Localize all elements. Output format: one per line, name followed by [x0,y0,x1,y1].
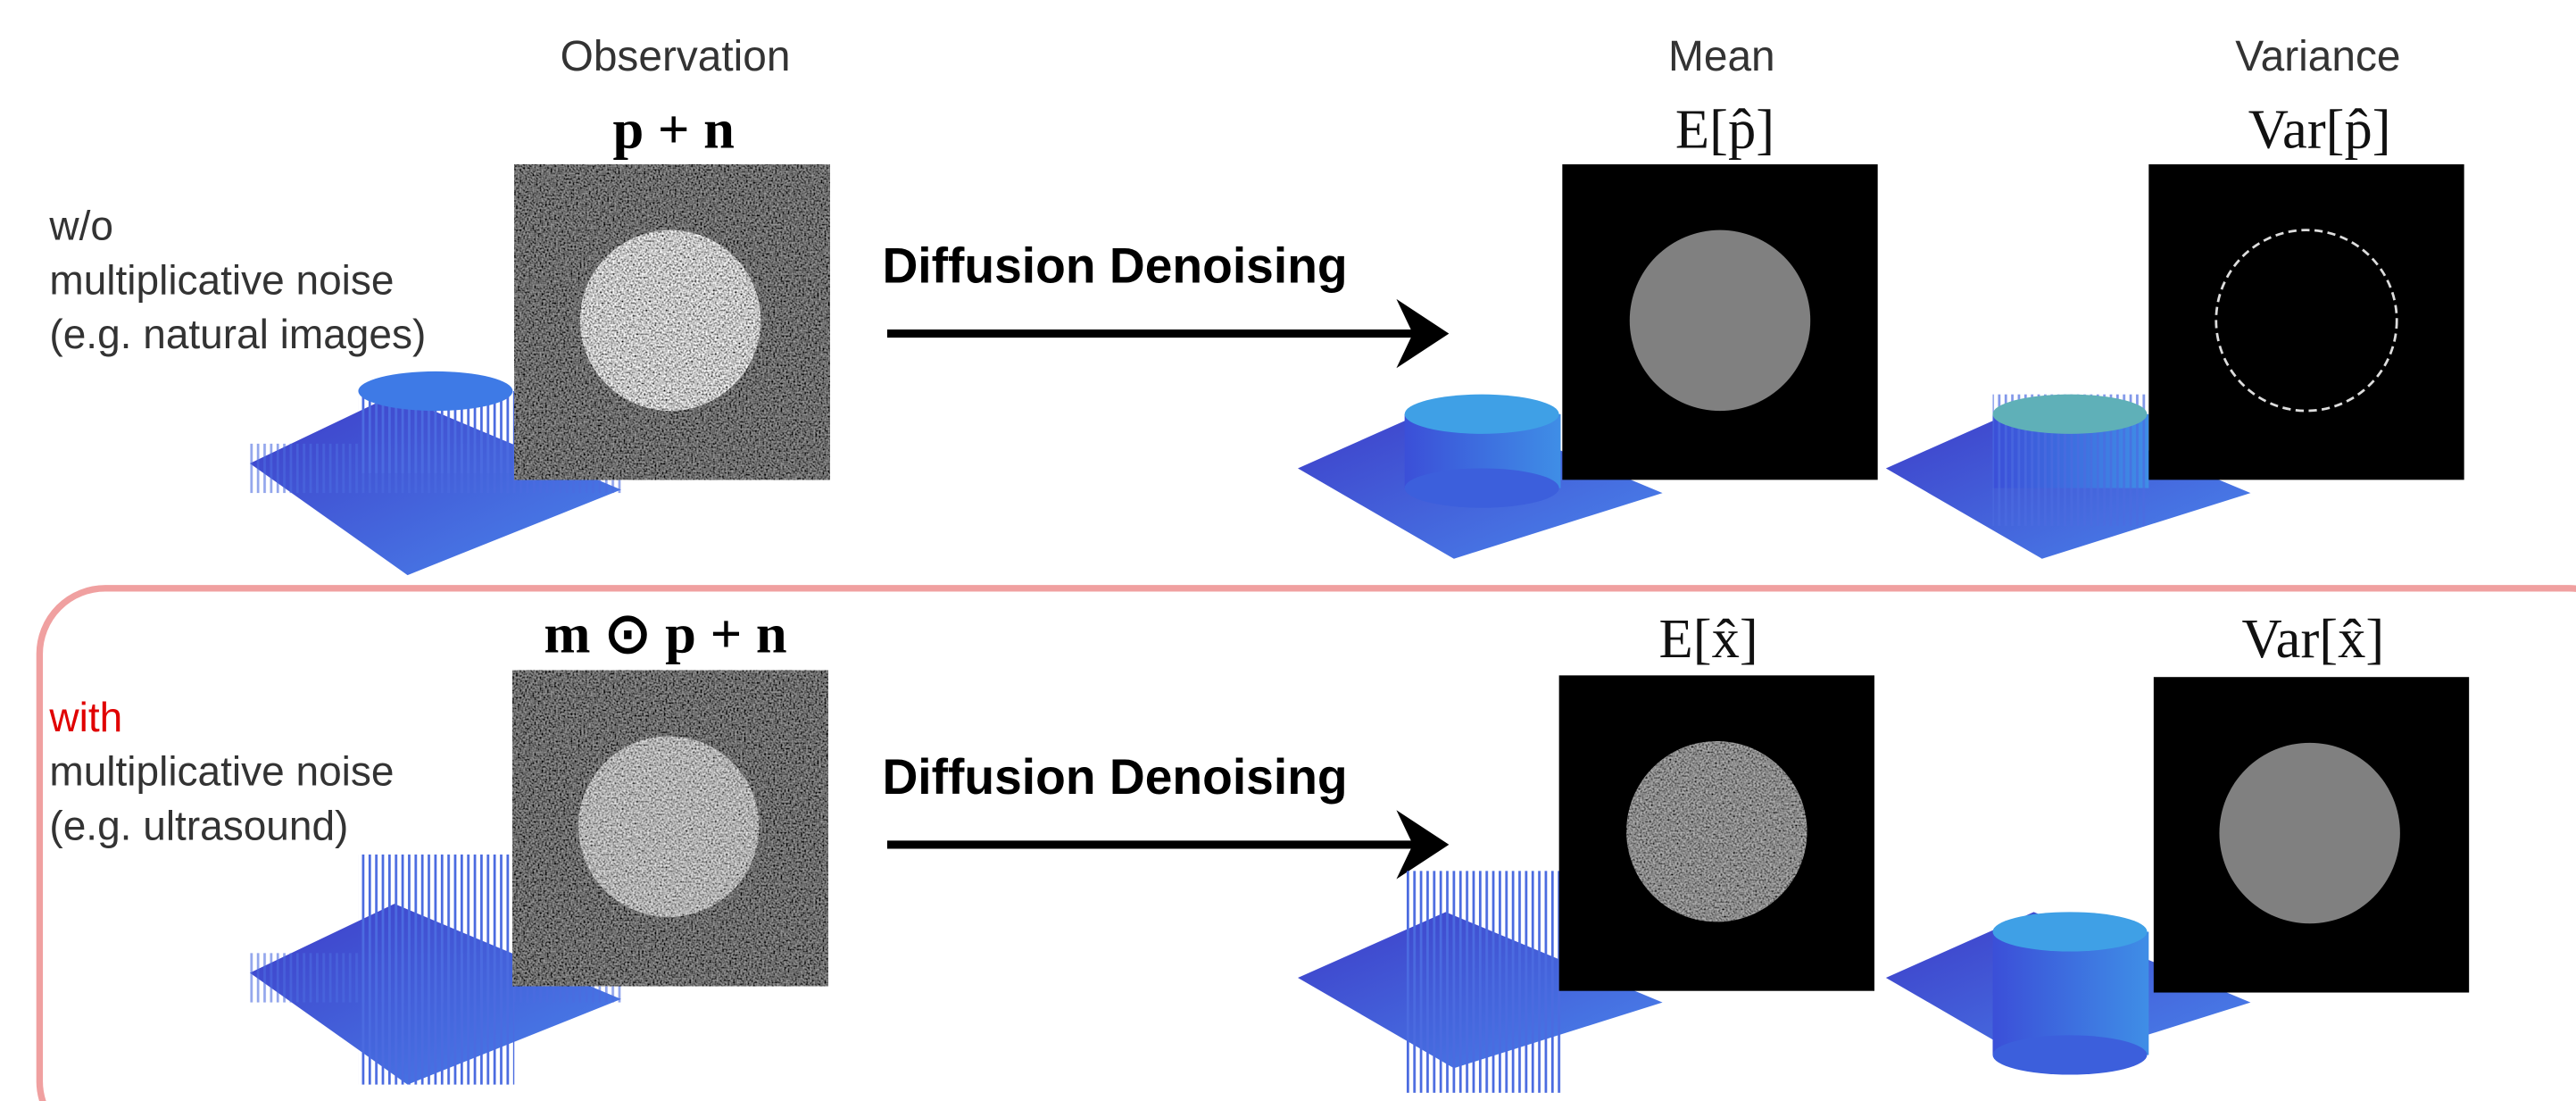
row-label: (e.g. ultrasound) [49,802,348,848]
row-label: w/o [48,203,113,249]
arrow [887,299,1449,368]
column-title: Observation [561,33,791,80]
formula: E[x̂] [1659,607,1758,670]
noisy-disk [580,230,760,411]
figure: Observation Mean Variance w/o multiplica… [0,0,2576,1101]
noisy-disk [578,736,759,916]
row-label: (e.g. natural images) [49,311,426,357]
noisy-disk [1626,741,1807,922]
process-label: Diffusion Denoising [882,749,1347,805]
row-label: multiplicative noise [49,748,394,795]
formula: E[p̂] [1675,98,1774,161]
column-title: Mean [1668,33,1775,80]
row-label: multiplicative noise [49,256,394,303]
variance-image [2148,164,2464,480]
arrow [887,810,1449,879]
process-label: Diffusion Denoising [882,238,1347,294]
row-label: with [48,694,122,740]
formula: Var[p̂] [2248,98,2391,161]
column-title: Variance [2235,33,2400,80]
disk [2219,743,2399,923]
formula: p + n [612,98,735,161]
formula: Var[x̂] [2241,607,2384,670]
formula: m ⊙ p + n [544,603,786,665]
disk [1630,230,1810,411]
